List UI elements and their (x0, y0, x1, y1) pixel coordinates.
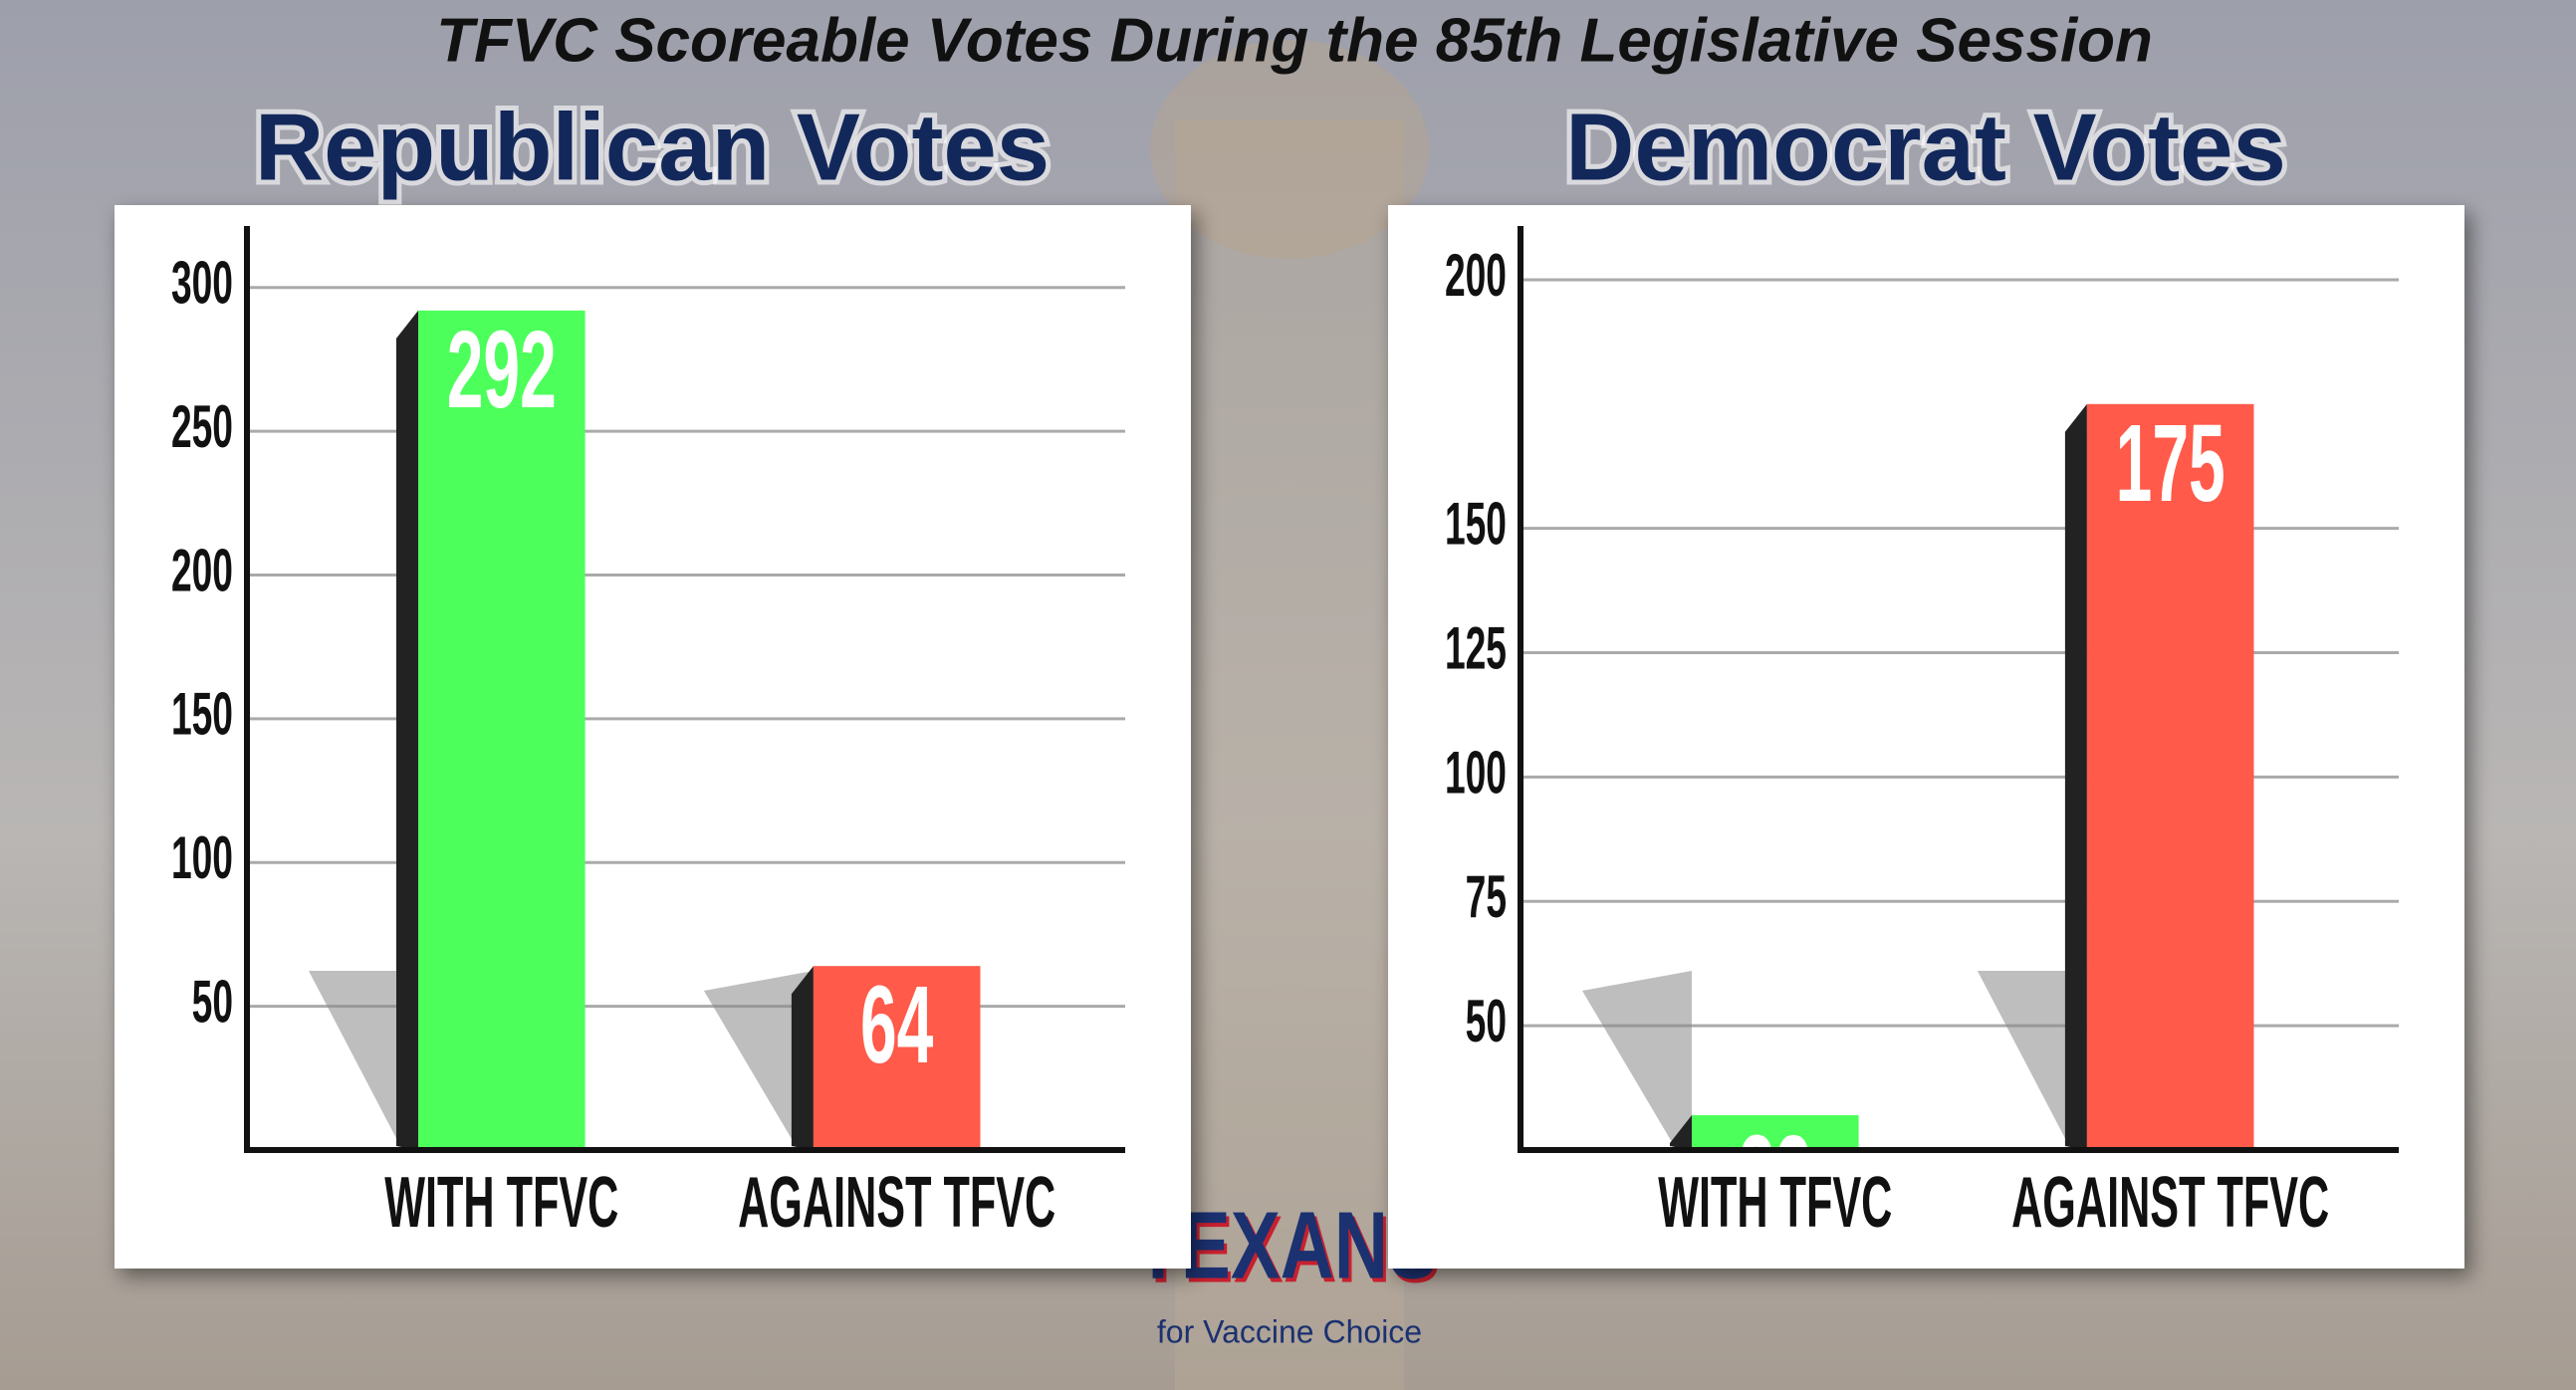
y-tick-label: 150 (1445, 490, 1507, 557)
chart-panel (1388, 205, 2464, 1269)
bar-shadow (1977, 971, 2087, 1150)
chart-title: Republican Votes (255, 94, 1050, 200)
value-label-group: 32 (1739, 1114, 1811, 1236)
value-label-group: 64 (860, 965, 933, 1086)
y-tick-label-group: 150 (171, 681, 233, 748)
chart-panel (115, 205, 1191, 1269)
y-tick-label: 200 (171, 537, 233, 603)
y-tick-label-group: 250 (171, 393, 233, 460)
page-title: TFVC Scoreable Votes During the 85th Leg… (436, 6, 2153, 75)
y-tick-label: 300 (171, 250, 233, 317)
capitol-dome (1150, 40, 1429, 259)
y-tick-label-group: 125 (1445, 614, 1507, 681)
value-label-group: 292 (447, 310, 557, 431)
value-label: 32 (1739, 1114, 1811, 1236)
y-tick-label-group: 300 (171, 250, 233, 317)
bar-side (2064, 403, 2087, 1151)
bar-side (1669, 1115, 1692, 1150)
value-label: 64 (860, 965, 933, 1086)
chart-title: Democrat Votes (1565, 94, 2286, 200)
logo-tagline: for Vaccine Choice (1157, 1313, 1422, 1349)
y-tick-label: 125 (1445, 614, 1507, 681)
y-tick-label-group: 50 (192, 968, 233, 1035)
y-tick-label-group: 50 (1466, 988, 1507, 1054)
bar-shadow (308, 971, 418, 1150)
y-tick-label: 75 (1466, 863, 1507, 930)
y-tick-label: 150 (171, 681, 233, 748)
capitol-silhouette (1175, 119, 1404, 1390)
bar-side (791, 966, 814, 1150)
value-label-group: 175 (2116, 403, 2225, 525)
x-tick-label-group: WITH TFVC (384, 1162, 618, 1243)
y-tick-label: 200 (1445, 242, 1507, 309)
x-tick-label: AGAINST TFVC (2011, 1162, 2329, 1243)
axis (244, 226, 1125, 1153)
y-tick-label-group: 75 (1466, 863, 1507, 930)
value-label: 292 (447, 310, 557, 431)
x-tick-label: WITH TFVC (384, 1162, 618, 1243)
y-tick-label: 100 (171, 824, 233, 891)
chart-title-outline: Republican Votes (255, 94, 1050, 200)
bar (813, 966, 981, 1150)
bar (2086, 403, 2254, 1151)
y-tick-label-group: 200 (171, 537, 233, 603)
bar (417, 310, 585, 1151)
x-tick-label-group: AGAINST TFVC (738, 1162, 1055, 1243)
y-tick-label-group: 100 (171, 824, 233, 891)
bar-side (395, 310, 418, 1151)
y-tick-label-group: 100 (1445, 739, 1507, 806)
chart-title-outline: Democrat Votes (1565, 94, 2286, 200)
value-label: 175 (2116, 403, 2225, 525)
x-tick-label: WITH TFVC (1658, 1162, 1892, 1243)
x-tick-label: AGAINST TFVC (738, 1162, 1055, 1243)
y-tick-label-group: 150 (1445, 490, 1507, 557)
y-tick-label-group: 200 (1445, 242, 1507, 309)
axis (1518, 226, 2399, 1153)
x-tick-label-group: WITH TFVC (1658, 1162, 1892, 1243)
bar-shadow (703, 971, 814, 1150)
y-tick-label: 50 (1466, 988, 1507, 1054)
bar-shadow (1581, 971, 1692, 1150)
x-tick-label-group: AGAINST TFVC (2011, 1162, 2329, 1243)
y-tick-label: 100 (1445, 739, 1507, 806)
y-tick-label: 50 (192, 968, 233, 1035)
y-tick-label: 250 (171, 393, 233, 460)
bar (1691, 1115, 1859, 1150)
